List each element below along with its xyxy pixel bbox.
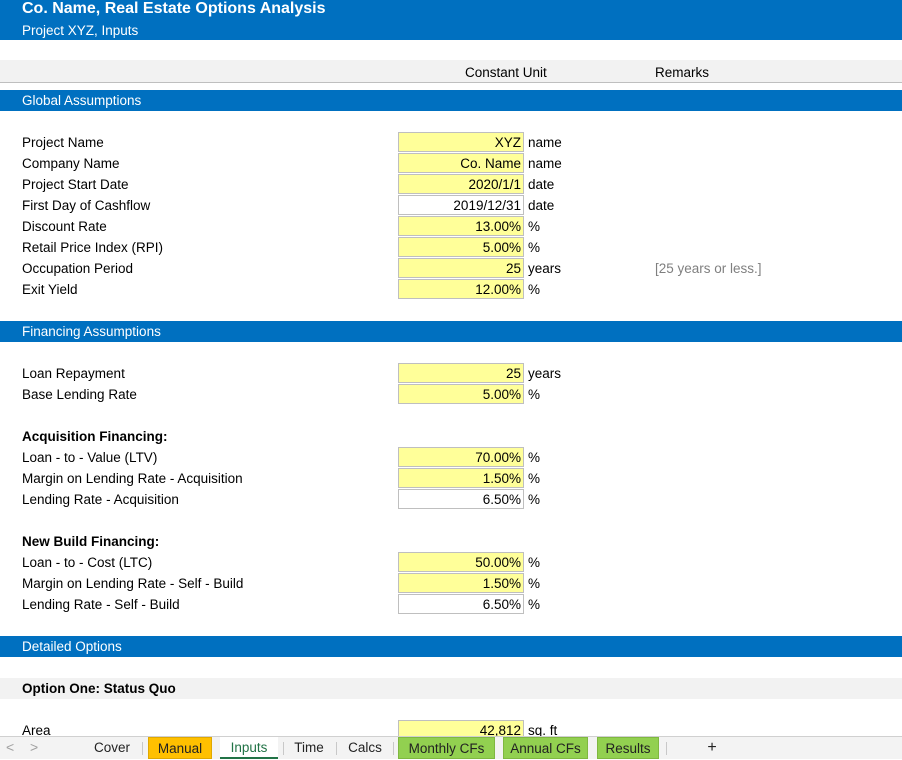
page-title: Co. Name, Real Estate Options Analysis <box>22 0 326 17</box>
calc-cell[interactable]: 6.50% <box>398 489 524 509</box>
row-label: Loan - to - Value (LTV) <box>22 450 158 465</box>
page-subtitle: Project XYZ, Inputs <box>22 23 139 38</box>
unit-label: name <box>528 156 562 171</box>
remark-text: [25 years or less.] <box>655 261 762 276</box>
unit-label: % <box>528 219 541 234</box>
scroll-tabs-right-icon[interactable]: > <box>30 739 39 755</box>
input-cell[interactable]: 2020/1/1 <box>398 174 524 194</box>
input-cell[interactable]: 5.00% <box>398 384 524 404</box>
input-cell[interactable]: 12.00% <box>398 279 524 299</box>
row-label: Lending Rate - Self - Build <box>22 597 180 612</box>
calc-cell[interactable]: 6.50% <box>398 594 524 614</box>
row-label: Project Name <box>22 135 104 150</box>
section-title: Global Assumptions <box>22 93 142 108</box>
input-cell[interactable]: 25 <box>398 363 524 383</box>
tab-calcs[interactable]: Calcs <box>348 740 382 755</box>
unit-label: date <box>528 198 555 213</box>
row-label: Margin on Lending Rate - Self - Build <box>22 576 244 591</box>
section-global-assumptions: Global Assumptions <box>0 90 902 111</box>
row-label: Base Lending Rate <box>22 387 137 402</box>
tab-divider <box>283 742 284 755</box>
tab-divider <box>666 742 667 755</box>
unit-label: % <box>528 240 541 255</box>
acquisition-heading: Acquisition Financing: <box>22 429 168 444</box>
unit-label: % <box>528 471 541 486</box>
unit-label: years <box>528 366 562 381</box>
row-label: Occupation Period <box>22 261 134 276</box>
tab-inputs[interactable]: Inputs <box>220 737 278 759</box>
tab-results[interactable]: Results <box>597 737 659 759</box>
row-label: Loan - to - Cost (LTC) <box>22 555 153 570</box>
remarks-header: Remarks <box>655 65 710 80</box>
unit-label: % <box>528 492 541 507</box>
row-label: Discount Rate <box>22 219 107 234</box>
row-label: Project Start Date <box>22 177 129 192</box>
scroll-tabs-left-icon[interactable]: < <box>6 739 15 755</box>
unit-label: % <box>528 555 541 570</box>
input-cell[interactable]: 5.00% <box>398 237 524 257</box>
tab-annual-cfs[interactable]: Annual CFs <box>503 737 588 759</box>
tab-divider <box>142 742 143 755</box>
input-cell[interactable]: 25 <box>398 258 524 278</box>
unit-label: % <box>528 387 541 402</box>
input-cell[interactable]: Co. Name <box>398 153 524 173</box>
row-label: Margin on Lending Rate - Acquisition <box>22 471 243 486</box>
row-label: Area <box>22 723 51 738</box>
input-cell[interactable]: XYZ <box>398 132 524 152</box>
tab-divider <box>336 742 337 755</box>
title-banner: Co. Name, Real Estate Options Analysis P… <box>0 0 902 40</box>
sheet-tab-bar: < > Cover Manual Inputs Time Calcs Month… <box>0 736 902 759</box>
tab-cover[interactable]: Cover <box>93 740 130 755</box>
new-build-heading: New Build Financing: <box>22 534 160 549</box>
option-one-heading-row: Option One: Status Quo <box>0 678 902 699</box>
unit-label: name <box>528 135 562 150</box>
row-label: Retail Price Index (RPI) <box>22 240 164 255</box>
add-sheet-icon[interactable]: + <box>707 739 717 756</box>
section-detailed-options: Detailed Options <box>0 636 902 657</box>
unit-label: % <box>528 450 541 465</box>
tab-monthly-cfs[interactable]: Monthly CFs <box>398 737 495 759</box>
row-label: Loan Repayment <box>22 366 125 381</box>
option-one-heading: Option One: Status Quo <box>22 681 176 696</box>
unit-label: sq. ft <box>528 723 558 738</box>
input-cell[interactable]: 13.00% <box>398 216 524 236</box>
input-cell[interactable]: 1.50% <box>398 573 524 593</box>
tab-manual[interactable]: Manual <box>148 737 212 759</box>
unit-label: years <box>528 261 562 276</box>
row-label: First Day of Cashflow <box>22 198 151 213</box>
section-title: Detailed Options <box>22 639 122 654</box>
input-cell[interactable]: 50.00% <box>398 552 524 572</box>
column-header-row: Constant Unit Remarks <box>0 60 902 83</box>
unit-label: % <box>528 597 541 612</box>
section-financing-assumptions: Financing Assumptions <box>0 321 902 342</box>
tab-divider <box>393 742 394 755</box>
tab-time[interactable]: Time <box>294 740 324 755</box>
unit-label: % <box>528 282 541 297</box>
section-title: Financing Assumptions <box>22 324 161 339</box>
row-label: Lending Rate - Acquisition <box>22 492 179 507</box>
input-cell[interactable]: 70.00% <box>398 447 524 467</box>
unit-label: % <box>528 576 541 591</box>
input-cell[interactable]: 1.50% <box>398 468 524 488</box>
unit-label: date <box>528 177 555 192</box>
row-label: Exit Yield <box>22 282 78 297</box>
constant-unit-header: Constant Unit <box>465 65 547 80</box>
calc-cell[interactable]: 2019/12/31 <box>398 195 524 215</box>
row-label: Company Name <box>22 156 120 171</box>
